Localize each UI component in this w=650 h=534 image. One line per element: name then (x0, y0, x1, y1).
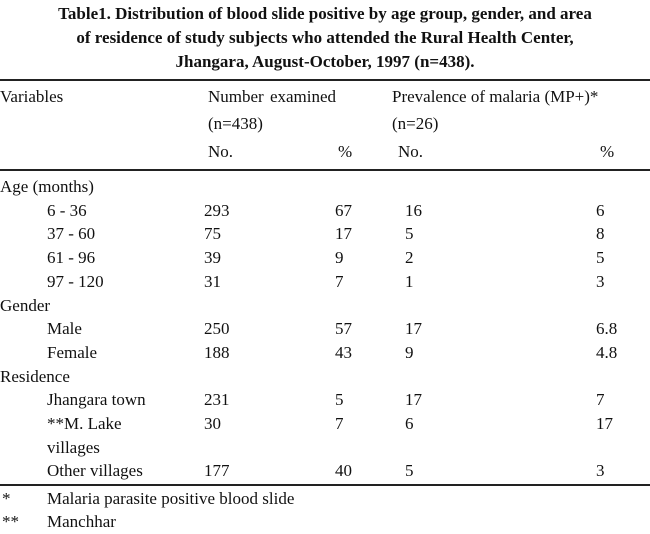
row-label: 97 - 120 (47, 271, 104, 291)
percent-positive: 8 (596, 224, 605, 244)
percent-positive: 6.8 (596, 319, 618, 339)
header-examined-n: (n=438) (208, 114, 263, 133)
number-positive: 6 (405, 414, 414, 433)
table-row: 6 - 36 293 67 16 6 (0, 201, 650, 225)
group-header-row: Age (months) (0, 177, 650, 201)
number-examined: 30 (204, 414, 221, 433)
title-line-3: Jhangara, August-October, 1997 (n=438). (175, 52, 475, 71)
bottom-rule (0, 484, 650, 486)
percent-examined: 67 (335, 200, 352, 220)
number-positive: 17 (405, 319, 422, 339)
title-line-1: Table1. Distribution of blood slide posi… (58, 4, 592, 23)
number-positive: 2 (405, 248, 414, 268)
percent-examined: 40 (335, 461, 352, 481)
percent-positive: 7 (596, 390, 605, 410)
header-pct-positive: % (600, 142, 615, 161)
percent-positive: 4.8 (596, 342, 618, 362)
group-label: Gender (0, 295, 51, 315)
table-row: 97 - 120 31 7 1 3 (0, 272, 650, 296)
percent-examined: 57 (335, 319, 352, 339)
row-label: 61 - 96 (47, 248, 96, 268)
percent-positive: 3 (596, 271, 605, 291)
number-examined: 231 (204, 390, 230, 410)
group-header-row: Residence (0, 367, 650, 391)
footnote-1-text: Malaria parasite positive blood slide (47, 489, 295, 508)
row-label: Female (47, 342, 98, 362)
row-label: 6 - 36 (47, 200, 87, 220)
table-row: Female 188 43 9 4.8 (0, 343, 650, 367)
header-variables: Variables (0, 87, 64, 106)
percent-examined: 7 (335, 271, 344, 291)
percent-examined: 43 (335, 342, 352, 362)
number-examined: 39 (204, 248, 221, 268)
header-pct-examined: % (338, 142, 353, 161)
header-number-examined: Number examined (208, 87, 337, 106)
percent-examined: 7 (335, 414, 344, 433)
table-row: Male 250 57 17 6.8 (0, 319, 650, 343)
table-row: villages (0, 438, 650, 462)
row-label: Male (47, 319, 82, 339)
percent-examined: 17 (335, 224, 352, 244)
row-label: Jhangara town (47, 390, 146, 410)
row-label: 37 - 60 (47, 224, 96, 244)
number-positive: 5 (405, 461, 414, 481)
footnote-2-text: Manchhar (47, 512, 116, 531)
percent-positive: 6 (596, 200, 605, 220)
number-positive: 16 (405, 200, 422, 220)
footnote-1-mark: * (2, 489, 11, 508)
number-examined: 31 (204, 271, 221, 291)
number-examined: 188 (204, 342, 230, 362)
percent-examined: 5 (335, 390, 344, 410)
percent-positive: 5 (596, 248, 605, 268)
header-prevalence: Prevalence of malaria (MP+)* (392, 87, 599, 106)
top-rule (0, 79, 650, 81)
group-label: Age (months) (0, 177, 94, 196)
table-row: 61 - 96 39 9 2 5 (0, 248, 650, 272)
number-positive: 5 (405, 224, 414, 244)
row-label: villages (47, 437, 100, 457)
group-label: Residence (0, 366, 70, 386)
table-row: 37 - 60 75 17 5 8 (0, 224, 650, 248)
percent-positive: 17 (596, 414, 613, 433)
row-label: **M. Lake (47, 414, 122, 433)
number-positive: 9 (405, 342, 414, 362)
percent-positive: 3 (596, 461, 605, 481)
table-title: Table1. Distribution of blood slide posi… (0, 2, 650, 74)
table-row: **M. Lake 30 7 6 17 (0, 414, 650, 438)
number-examined: 75 (204, 224, 221, 244)
title-line-2: of residence of study subjects who atten… (76, 28, 574, 47)
table-row: Other villages 177 40 5 3 (0, 461, 650, 485)
number-positive: 1 (405, 271, 414, 291)
header-no-examined: No. (208, 142, 234, 161)
header-prevalence-n: (n=26) (392, 114, 439, 133)
number-examined: 293 (204, 200, 230, 220)
number-examined: 177 (204, 461, 230, 481)
header-rule (0, 169, 650, 171)
percent-examined: 9 (335, 248, 344, 268)
header-no-positive: No. (398, 142, 424, 161)
number-examined: 250 (204, 319, 230, 339)
row-label: Other villages (47, 461, 143, 481)
number-positive: 17 (405, 390, 422, 410)
table-row: Jhangara town 231 5 17 7 (0, 390, 650, 414)
group-header-row: Gender (0, 296, 650, 320)
footnote-2-mark: ** (2, 512, 19, 531)
